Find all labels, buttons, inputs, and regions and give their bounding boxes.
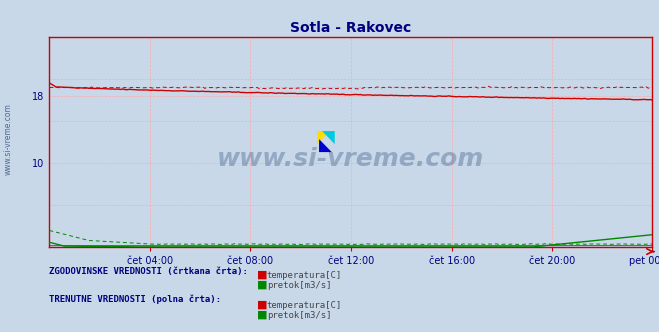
Text: temperatura[C]: temperatura[C] [267, 271, 342, 280]
Text: ◣: ◣ [319, 137, 332, 155]
Text: pretok[m3/s]: pretok[m3/s] [267, 281, 331, 290]
Text: TRENUTNE VREDNOSTI (polna črta):: TRENUTNE VREDNOSTI (polna črta): [49, 294, 221, 304]
Text: ◥: ◥ [322, 129, 334, 147]
Text: ■: ■ [257, 300, 268, 310]
Text: ■: ■ [257, 279, 268, 289]
Text: ■: ■ [257, 310, 268, 320]
Text: ◤: ◤ [318, 129, 330, 147]
Text: www.si-vreme.com: www.si-vreme.com [3, 104, 13, 175]
Title: Sotla - Rakovec: Sotla - Rakovec [291, 21, 411, 35]
Text: pretok[m3/s]: pretok[m3/s] [267, 311, 331, 320]
Text: ZGODOVINSKE VREDNOSTI (črtkana črta):: ZGODOVINSKE VREDNOSTI (črtkana črta): [49, 267, 248, 276]
Text: www.si-vreme.com: www.si-vreme.com [217, 147, 484, 171]
Text: temperatura[C]: temperatura[C] [267, 301, 342, 310]
Text: ■: ■ [257, 269, 268, 279]
